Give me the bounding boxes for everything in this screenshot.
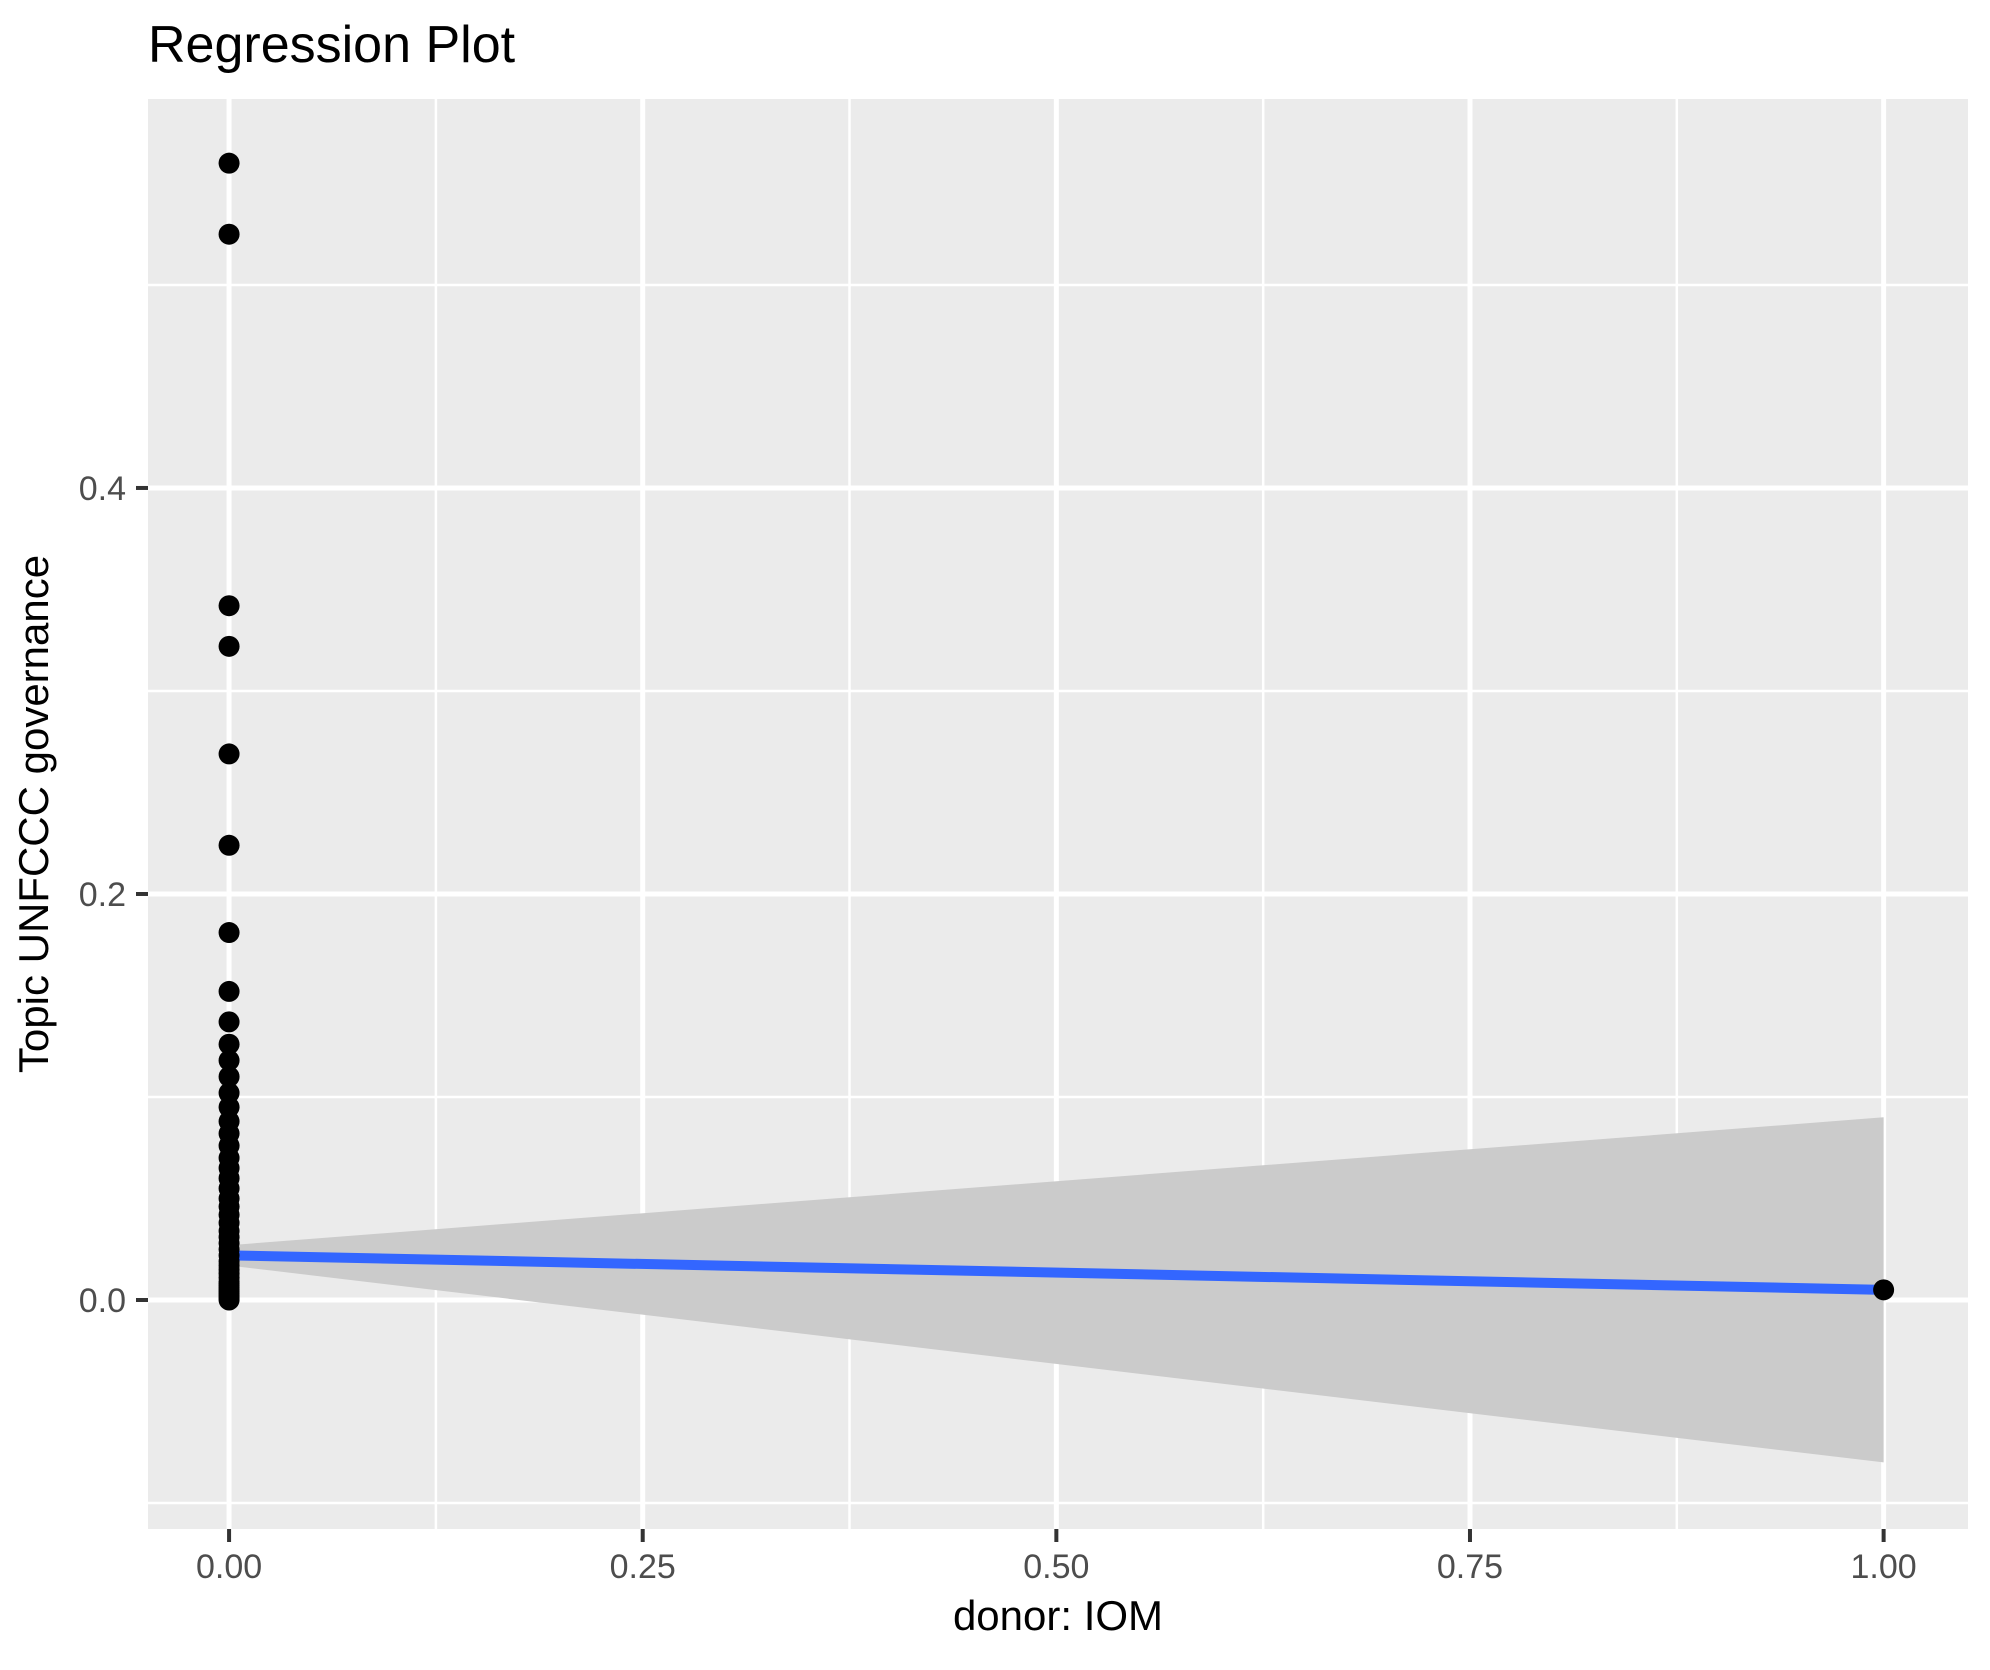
data-point	[218, 743, 240, 765]
y-tick-label: 0.0	[79, 1282, 126, 1320]
data-point	[218, 980, 240, 1002]
scatter-points	[218, 152, 1895, 1311]
x-tick-label: 1.00	[1851, 1548, 1917, 1586]
y-tick-label: 0.2	[79, 876, 126, 914]
data-point	[218, 834, 240, 856]
regression-line	[224, 1250, 1889, 1295]
data-point	[218, 1066, 240, 1088]
x-tick-label: 0.25	[610, 1548, 676, 1586]
data-point	[218, 1049, 240, 1071]
x-tick-label: 0.00	[196, 1548, 262, 1586]
y-tick-label: 0.4	[79, 470, 126, 508]
data-point	[218, 1033, 240, 1055]
data-point	[218, 1289, 240, 1311]
data-point	[218, 223, 240, 245]
x-tick-label: 0.50	[1023, 1548, 1089, 1586]
data-point	[218, 635, 240, 657]
data-point	[1873, 1279, 1895, 1301]
x-tick-label: 0.75	[1437, 1548, 1503, 1586]
x-axis-title: donor: IOM	[953, 1592, 1163, 1639]
y-axis-title: Topic UNFCCC governance	[10, 555, 57, 1073]
plot-title: Regression Plot	[148, 16, 516, 74]
confidence-band	[229, 1117, 1884, 1463]
data-point	[218, 595, 240, 617]
axis-tick-marks	[136, 485, 1886, 1542]
data-point	[218, 922, 240, 944]
x-axis-tick-labels: 0.00 0.25 0.50 0.75 1.00	[196, 1548, 1917, 1586]
data-point	[218, 1011, 240, 1033]
y-axis-tick-labels: 0.0 0.2 0.4	[79, 470, 126, 1320]
data-point	[218, 152, 240, 174]
